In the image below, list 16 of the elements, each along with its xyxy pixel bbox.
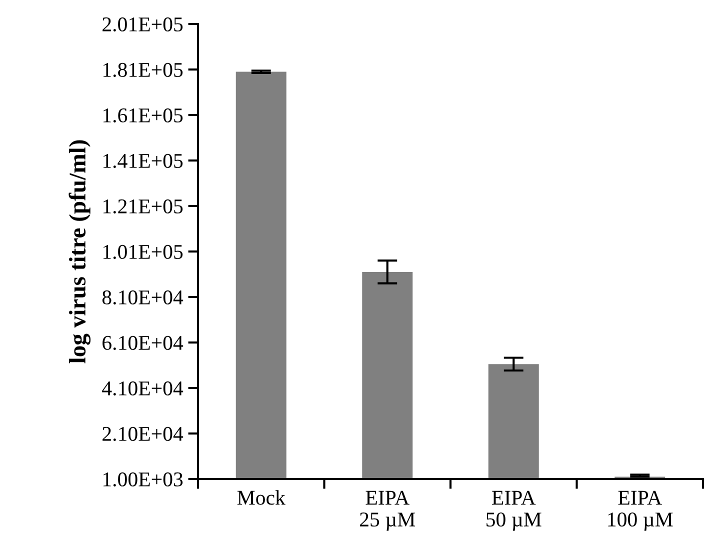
y-tick-label: 1.21E+05 <box>103 199 183 214</box>
y-tick-label: 8.10E+04 <box>102 290 184 305</box>
y-tick-label: 2.01E+05 <box>102 17 183 32</box>
x-tick-label: EIPA 100 µM <box>608 490 673 531</box>
y-tick-label: 2.10E+04 <box>102 426 184 442</box>
y-tick-label: 1.81E+05 <box>103 62 183 78</box>
x-tick-label: Mock <box>237 490 286 505</box>
x-tick-label: EIPA 25 µM <box>360 490 416 531</box>
y-axis-title: log virus titre (pfu/ml) <box>68 140 91 364</box>
y-tick-label: 1.01E+05 <box>103 244 183 260</box>
y-tick-label: 4.10E+04 <box>102 381 184 396</box>
y-tick-label: 6.10E+04 <box>102 336 184 350</box>
x-tick-label: EIPA 50 µM <box>486 490 542 531</box>
y-tick-label: 1.00E+03 <box>103 472 183 487</box>
y-tick-label: 1.61E+05 <box>103 108 183 123</box>
y-tick-label: 1.41E+05 <box>103 154 183 168</box>
